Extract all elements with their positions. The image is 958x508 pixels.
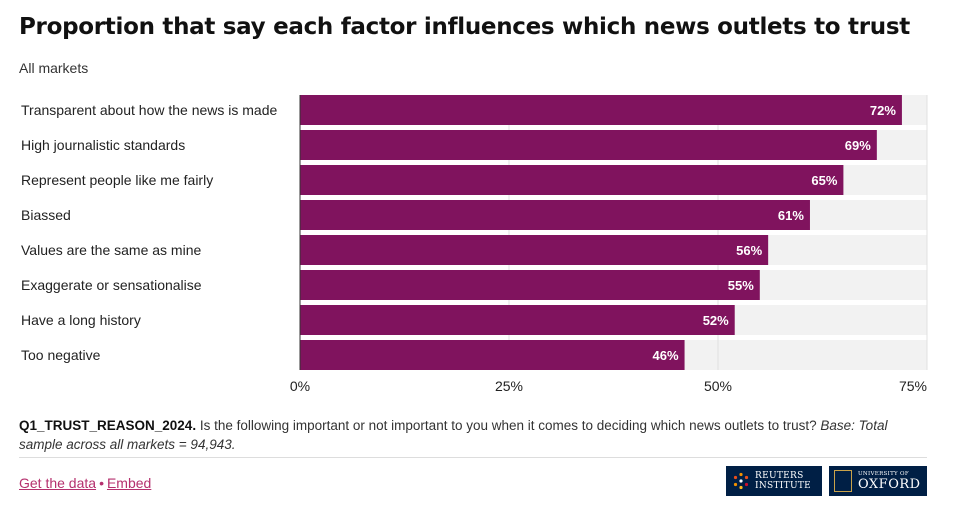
reuters-logo-text: REUTERS INSTITUTE <box>755 471 812 491</box>
footer-divider <box>19 457 927 458</box>
bar-value-label: 55% <box>728 278 754 293</box>
category-label: Exaggerate or sensationalise <box>21 277 202 293</box>
bar-value-label: 52% <box>703 313 729 328</box>
bar-value-label: 61% <box>778 208 804 223</box>
footer-links: Get the data • Embed <box>19 475 151 491</box>
chart-subtitle: All markets <box>19 60 89 76</box>
category-label: Transparent about how the news is made <box>21 102 278 118</box>
chart-title: Proportion that say each factor influenc… <box>19 14 910 40</box>
get-the-data-link[interactable]: Get the data <box>19 475 97 491</box>
category-label: Biassed <box>21 207 71 223</box>
bar <box>300 95 902 125</box>
category-label: High journalistic standards <box>21 137 185 153</box>
category-label: Have a long history <box>21 312 141 328</box>
bar <box>300 270 760 300</box>
bar <box>300 235 769 265</box>
bar <box>300 305 735 335</box>
x-tick-label: 50% <box>704 378 732 394</box>
footnote-question-text: Is the following important or not import… <box>196 418 821 433</box>
link-separator: • <box>99 475 104 491</box>
x-tick-label: 25% <box>495 378 523 394</box>
oxford-logo-text: UNIVERSITY OF OXFORD <box>858 470 921 492</box>
bar-chart: 72% Transparent about how the news is mad… <box>21 95 928 394</box>
bar-value-label: 72% <box>870 103 896 118</box>
bar-value-label: 65% <box>811 173 837 188</box>
bar <box>300 200 810 230</box>
x-tick-label: 75% <box>899 378 927 394</box>
reuters-dots-icon <box>733 472 749 490</box>
bar <box>300 165 844 195</box>
reuters-institute-logo[interactable]: REUTERS INSTITUTE <box>726 466 822 496</box>
footnote-question-code: Q1_TRUST_REASON_2024. <box>19 418 197 433</box>
university-of-oxford-logo[interactable]: UNIVERSITY OF OXFORD <box>829 466 927 496</box>
oxford-crest-icon <box>834 470 852 492</box>
bar-value-label: 56% <box>736 243 762 258</box>
bar-value-label: 69% <box>845 138 871 153</box>
chart-footnote: Q1_TRUST_REASON_2024. Is the following i… <box>19 416 899 454</box>
category-label: Too negative <box>21 347 101 363</box>
footnote-base: Base: Total sample across all markets = … <box>19 418 888 452</box>
bar-value-label: 46% <box>653 348 679 363</box>
category-label: Represent people like me fairly <box>21 172 213 188</box>
category-label: Values are the same as mine <box>21 242 201 258</box>
bar <box>300 340 685 370</box>
embed-link[interactable]: Embed <box>106 475 152 491</box>
x-tick-label: 0% <box>290 378 310 394</box>
bar <box>300 130 877 160</box>
